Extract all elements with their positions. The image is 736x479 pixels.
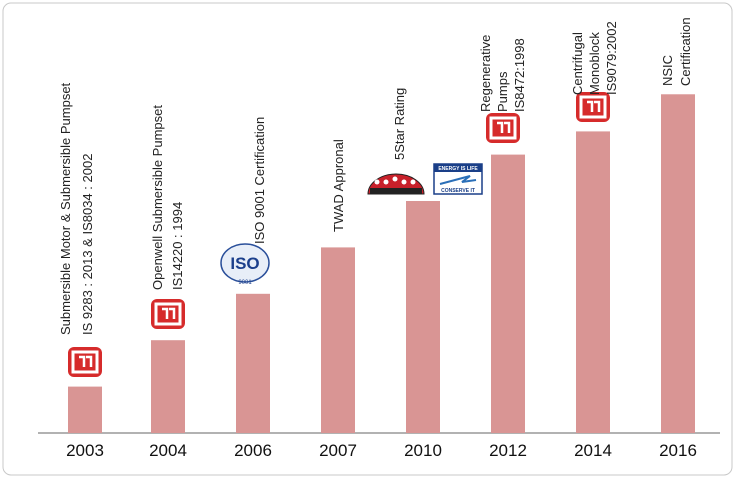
isi-logo-inner — [579, 95, 607, 119]
isi-logo-mark — [587, 100, 601, 112]
annotation: Centrifugal — [570, 32, 585, 95]
annotation: Pumps — [495, 71, 510, 112]
x-tick-label: 2014 — [574, 441, 612, 460]
annotation: IS14220 : 1994 — [170, 202, 185, 290]
annotation: 5Star Rating — [392, 88, 407, 160]
annotation: TWAD Appronal — [331, 139, 346, 232]
x-tick-label: 2016 — [659, 441, 697, 460]
annotation: ISO 9001 Certification — [252, 117, 267, 244]
bar — [321, 247, 355, 433]
annotation: Certification — [678, 17, 693, 86]
annotation: IS8472:1998 — [512, 38, 527, 112]
star — [374, 179, 380, 185]
isi-logo-mark — [79, 355, 93, 367]
bar — [661, 94, 695, 433]
isi-logo-mark — [497, 121, 511, 133]
bar — [68, 386, 102, 433]
star — [383, 179, 389, 185]
isi-logo-mark — [162, 307, 176, 319]
bar — [151, 340, 185, 433]
bar — [406, 201, 440, 433]
annotation: Monoblock — [587, 32, 602, 95]
iso-logo-number: 9001 — [238, 280, 252, 286]
x-tick-label: 2010 — [404, 441, 442, 460]
annotation: Submersible Motor & Submersible Pumpset — [58, 82, 73, 335]
star — [410, 179, 416, 185]
logos: ISO 9001 ENERGY IS LIFE CONSERVE IT — [68, 92, 610, 377]
energy-logo-text: CONSERVE IT — [441, 188, 475, 194]
iso-logo — [220, 243, 270, 283]
annotation: Regenerative — [478, 35, 493, 112]
isi-logo-inner — [71, 350, 99, 374]
annotation: Openwell Submersible Pumpset — [150, 105, 165, 290]
annotation: NSIC — [660, 55, 675, 86]
annotation: IS9079:2002 — [604, 21, 619, 95]
isi-logo-inner — [489, 116, 517, 140]
x-tick-label: 2006 — [234, 441, 272, 460]
x-tick-label: 2004 — [149, 441, 187, 460]
bar — [491, 154, 525, 433]
star-logo-band — [370, 188, 422, 194]
annotation: IS 9283 : 2013 & IS8034 : 2002 — [80, 154, 95, 335]
energy-logo-bolt — [439, 175, 477, 185]
star — [392, 176, 398, 182]
x-tick-label: 2003 — [66, 441, 104, 460]
energy-logo-top — [434, 164, 482, 172]
energy-logo-text: ENERGY IS LIFE — [438, 166, 478, 172]
x-tick-label: 2012 — [489, 441, 527, 460]
star — [401, 179, 407, 185]
iso-logo-text: ISO — [230, 254, 259, 273]
isi-logo-inner — [154, 302, 182, 326]
x-tick-label: 2007 — [319, 441, 357, 460]
bar — [236, 293, 270, 433]
bar — [576, 131, 610, 433]
